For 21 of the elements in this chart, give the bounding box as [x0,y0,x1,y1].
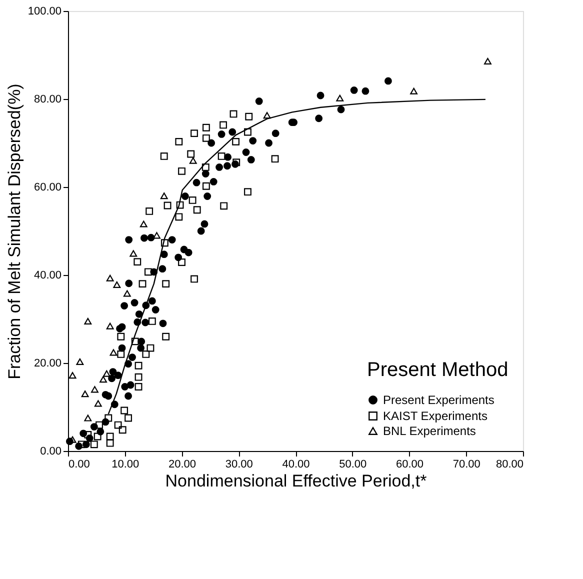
y-tick-label: 80.00 [34,94,62,106]
legend-label: Present Experiments [383,393,494,407]
y-tick-label: 100.00 [28,6,62,18]
y-tick-label: 60.00 [34,182,62,194]
x-tick-label: 80.00 [496,458,524,470]
x-tick-label: 50.00 [339,458,367,470]
x-tick-label: 30.00 [225,458,253,470]
y-axis-title: Fraction of Melt Simulant Dispersed(%) [4,84,24,380]
x-tick-label: 20.00 [168,458,196,470]
y-tick-label: 0.00 [40,446,62,458]
x-tick-label: 10.00 [112,458,140,470]
x-tick-label: 60.00 [396,458,424,470]
legend-label: BNL Experiments [383,424,476,438]
y-tick-label: 40.00 [34,270,62,282]
legend-title: Present Method [367,359,508,381]
x-tick-label: 70.00 [452,458,480,470]
x-axis-title: Nondimensional Effective Period,t* [165,472,428,490]
x-tick-label: 40.00 [282,458,310,470]
y-tick-label: 20.00 [34,358,62,370]
x-tick-label: 0.00 [68,458,90,470]
legend-label: KAIST Experiments [383,409,488,423]
